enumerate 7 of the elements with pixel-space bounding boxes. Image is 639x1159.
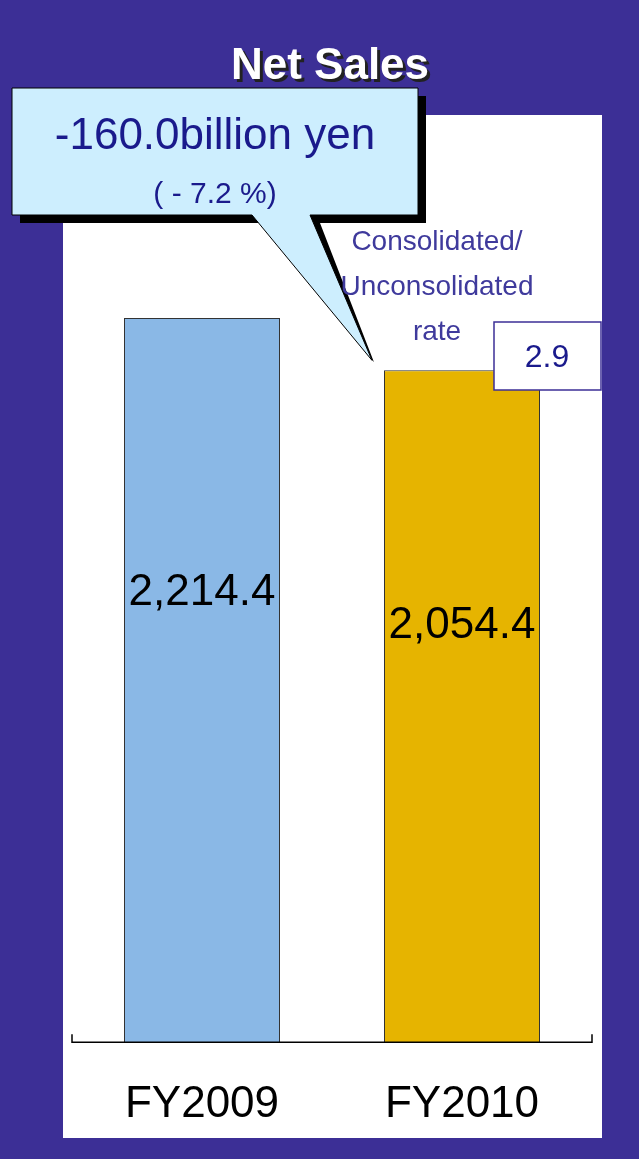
x-tick-label: FY2010 bbox=[384, 1076, 540, 1126]
annotation: -160.0billion yen bbox=[54, 109, 376, 159]
data-label: 2,054.4 bbox=[388, 597, 536, 647]
x-tick-label: FY2009 bbox=[124, 1076, 280, 1126]
annotation: ( - 7.2 %) bbox=[153, 176, 277, 210]
chart-title: Net Sales bbox=[233, 42, 433, 92]
data-label: 2,214.4 bbox=[128, 565, 276, 615]
